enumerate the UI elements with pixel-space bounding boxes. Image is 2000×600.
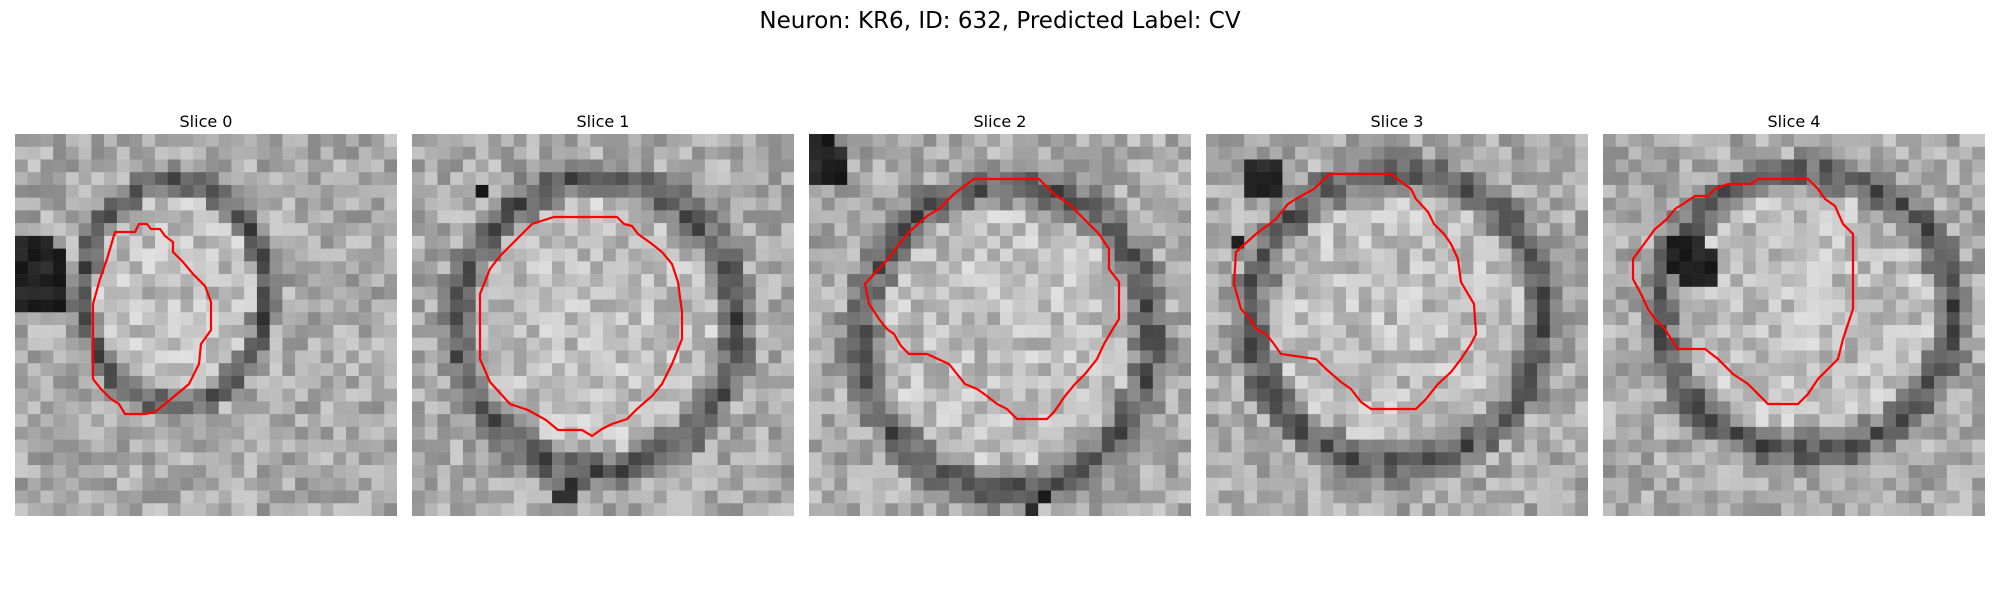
contour-outline	[1232, 172, 1478, 411]
slice-image	[15, 134, 397, 516]
pixel-grid	[412, 134, 794, 516]
slice-panel-4: Slice 4	[1603, 110, 1985, 516]
pixel-grid	[809, 134, 1191, 516]
slice-image	[1603, 134, 1985, 516]
pixel-grid	[15, 134, 397, 516]
contour-outline	[478, 215, 684, 438]
contour-outline	[863, 177, 1121, 421]
slice-title: Slice 1	[576, 112, 630, 131]
contour-outline	[1631, 177, 1855, 406]
slice-panel-0: Slice 0	[15, 110, 397, 516]
slice-title: Slice 3	[1370, 112, 1424, 131]
slice-image	[412, 134, 794, 516]
slice-panel-2: Slice 2	[809, 110, 1191, 516]
slice-title: Slice 0	[179, 112, 233, 131]
slice-title: Slice 2	[973, 112, 1027, 131]
slice-panel-1: Slice 1	[412, 110, 794, 516]
slice-image	[1206, 134, 1588, 516]
contour-outline	[91, 222, 213, 416]
pixel-grid	[1603, 134, 1985, 516]
slice-image	[809, 134, 1191, 516]
slice-panel-3: Slice 3	[1206, 110, 1588, 516]
figure-title: Neuron: KR6, ID: 632, Predicted Label: C…	[759, 8, 1241, 34]
slice-title: Slice 4	[1767, 112, 1821, 131]
pixel-grid	[1206, 134, 1588, 516]
